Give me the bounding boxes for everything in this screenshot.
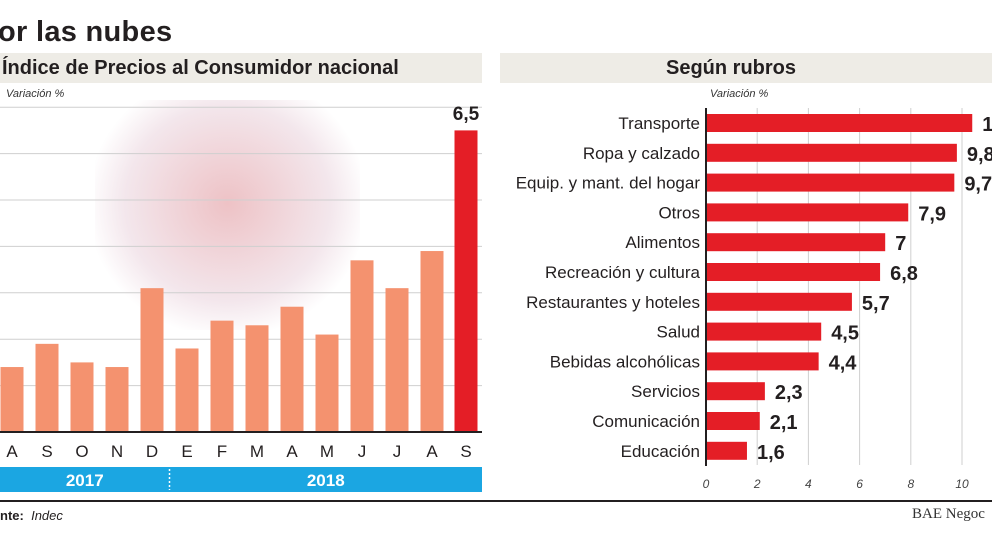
x-tick-label: E (181, 442, 192, 461)
bar (706, 322, 822, 341)
category-label: Transporte (618, 114, 700, 133)
x-tick-label: 2 (753, 477, 761, 491)
brand-logo: BAE Negoc (912, 506, 985, 522)
x-tick-label: J (358, 442, 367, 461)
data-label: 9,7 (964, 174, 992, 196)
category-label: Comunicación (592, 412, 700, 431)
category-label: Ropa y calzado (583, 144, 700, 163)
data-label: 2,1 (770, 412, 798, 434)
bar (315, 334, 339, 432)
bar (706, 382, 765, 401)
x-tick-label: 10 (955, 477, 969, 491)
source-label: nte: (0, 508, 24, 523)
bar (105, 367, 129, 432)
data-label: 7,9 (918, 203, 946, 225)
shopping-cart-photo (95, 100, 360, 330)
x-tick-label: M (250, 442, 264, 461)
data-label: 6,8 (890, 263, 918, 285)
year-label: 2018 (307, 471, 345, 490)
x-tick-label: A (6, 442, 18, 461)
x-tick-label: 6 (856, 477, 863, 491)
bar (210, 320, 234, 432)
bar (454, 130, 478, 432)
bar (175, 348, 199, 432)
data-label: 4,5 (831, 323, 859, 345)
bar (280, 306, 304, 432)
monthly-cpi-chart: A S O N D E F M A M J J A S 6,5 2017 2018 (0, 104, 482, 492)
bar (385, 288, 409, 432)
bar (706, 233, 886, 252)
x-tick-label: S (460, 442, 471, 461)
bar (706, 412, 760, 430)
data-label: 1,6 (757, 442, 785, 464)
x-tick-label: A (426, 442, 438, 461)
data-label: 4,4 (829, 352, 858, 374)
right-unit-label: Variación % (710, 88, 769, 100)
data-label: 6,5 (453, 104, 480, 125)
bar (706, 352, 819, 371)
data-label: 5,7 (862, 293, 890, 315)
year-label: 2017 (66, 471, 104, 490)
x-tick-label: N (111, 442, 123, 461)
left-unit-label: Variación % (6, 88, 65, 100)
bar (0, 367, 24, 432)
bar (420, 251, 444, 432)
category-label: Otros (658, 203, 700, 222)
x-tick-label: S (41, 442, 52, 461)
bar (706, 143, 957, 162)
category-label: Educación (621, 442, 700, 461)
bar (706, 441, 747, 460)
bar (706, 203, 909, 222)
bar (706, 263, 881, 281)
bar (706, 292, 852, 311)
x-tick-label: F (217, 442, 227, 461)
bar (706, 173, 955, 192)
data-label: 9,8 (967, 144, 992, 166)
source-note: nte: Indec (0, 508, 63, 523)
category-label: Salud (657, 323, 700, 342)
x-tick-label: D (146, 442, 158, 461)
x-tick-label: 0 (703, 477, 710, 491)
bar (70, 362, 94, 432)
x-tick-label: 8 (907, 477, 914, 491)
x-tick-label: J (393, 442, 402, 461)
data-label: 2,3 (775, 382, 803, 404)
x-tick-label: 4 (805, 477, 812, 491)
right-chart-header: Según rubros (500, 53, 992, 83)
category-label: Bebidas alcohólicas (550, 352, 700, 371)
category-label: Restaurantes y hoteles (526, 293, 700, 312)
category-label: Alimentos (625, 233, 700, 252)
category-label: Servicios (631, 382, 700, 401)
bar (35, 343, 59, 432)
bar (140, 288, 164, 432)
cpi-by-category-chart: Transporte 1 Ropa y calzado 9,8 Equip. y man… (516, 108, 992, 491)
bar (350, 260, 374, 432)
x-tick-label: O (75, 442, 88, 461)
bar (706, 114, 973, 132)
bar (245, 325, 269, 432)
year-band (0, 467, 482, 492)
data-label: 7 (895, 233, 906, 255)
footer-divider (0, 500, 992, 502)
main-title: or las nubes (0, 16, 173, 48)
category-label: Recreación y cultura (545, 263, 701, 282)
data-label: 1 (982, 114, 992, 136)
left-chart-header: Índice de Precios al Consumidor nacional (0, 53, 482, 83)
x-tick-label: A (286, 442, 298, 461)
source-value: Indec (31, 508, 63, 523)
x-tick-label: M (320, 442, 334, 461)
category-label: Equip. y mant. del hogar (516, 174, 701, 193)
